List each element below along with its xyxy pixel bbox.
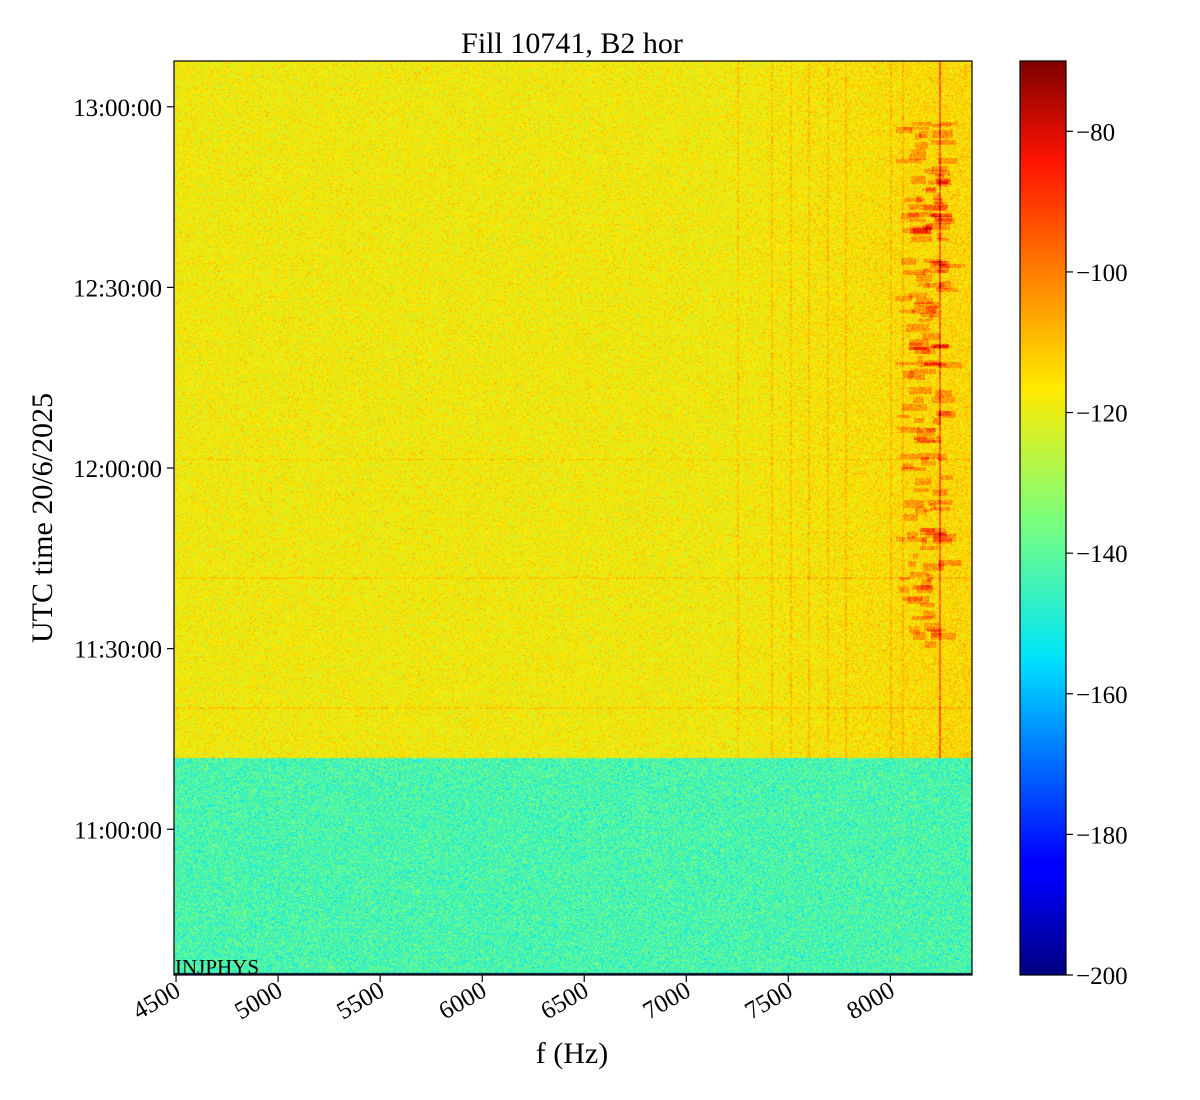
x-axis: 4500 5000 5500 6000 6500 7000 7500 8000 — [128, 975, 899, 1025]
y-tick-label: 13:00:00 — [73, 95, 162, 122]
spectrogram-heatmap — [174, 61, 972, 975]
colorbar-tick-label: −80 — [1076, 119, 1115, 146]
x-tick-label: 7000 — [638, 977, 695, 1025]
y-axis: 11:00:00 11:30:00 12:00:00 12:30:00 13:00:00 — [73, 95, 174, 844]
plot-area — [173, 60, 973, 976]
corner-label: INJPHYS — [175, 955, 259, 979]
x-tick-label: 4500 — [128, 977, 185, 1025]
x-tick-label: 6000 — [434, 977, 491, 1025]
y-tick-label: 12:00:00 — [73, 456, 162, 483]
x-tick-label: 7500 — [741, 977, 798, 1025]
colorbar: −80 −100 −120 −140 −160 −180 −200 — [1019, 60, 1128, 990]
x-tick-label: 6500 — [536, 977, 593, 1025]
colorbar-tick-label: −180 — [1076, 822, 1128, 849]
x-axis-label: f (Hz) — [536, 1037, 608, 1070]
chart-title: Fill 10741, B2 hor — [461, 27, 683, 60]
colorbar-tick-label: −100 — [1076, 260, 1128, 287]
y-axis-label: UTC time 20/6/2025 — [26, 393, 59, 643]
colorbar-ticks: −80 −100 −120 −140 −160 −180 −200 — [1066, 119, 1128, 990]
colorbar-gradient — [1019, 60, 1067, 976]
x-tick-label: 5000 — [230, 977, 287, 1025]
x-tick-label: 5500 — [332, 977, 389, 1025]
colorbar-tick-label: −160 — [1076, 682, 1128, 709]
plot-frame — [173, 60, 973, 976]
colorbar-tick-label: −120 — [1076, 401, 1128, 428]
y-tick-label: 12:30:00 — [73, 275, 162, 302]
y-tick-label: 11:30:00 — [74, 637, 162, 664]
y-tick-label: 11:00:00 — [74, 817, 162, 844]
colorbar-tick-label: −140 — [1076, 541, 1128, 568]
colorbar-tick-label: −200 — [1076, 963, 1128, 990]
x-tick-label: 8000 — [843, 977, 900, 1025]
